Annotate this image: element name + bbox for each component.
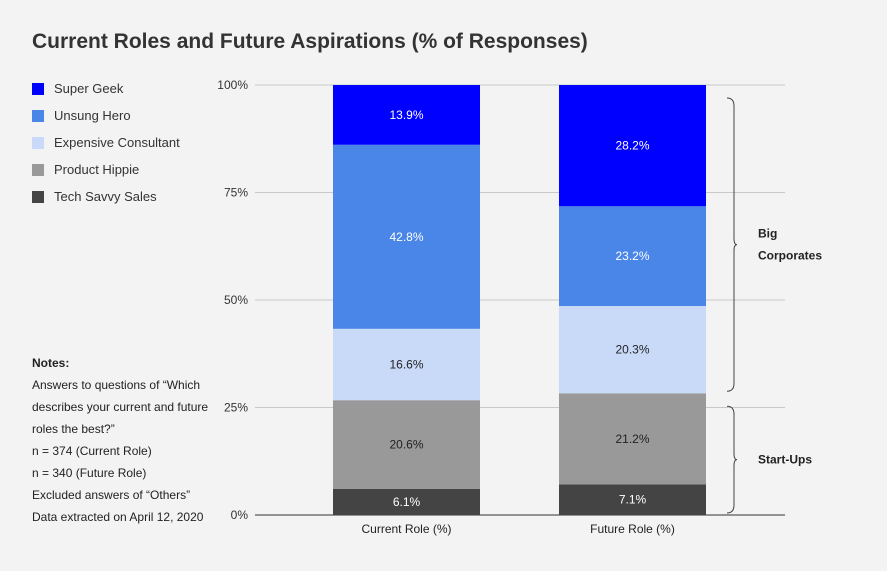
data-label: 28.2% — [615, 139, 649, 153]
big-corporates-label: Big — [758, 227, 777, 241]
legend: Super Geek Unsung Hero Expensive Consult… — [32, 75, 180, 210]
legend-item-super-geek: Super Geek — [32, 75, 180, 102]
bar-segment — [559, 85, 706, 207]
y-tick-label: 50% — [224, 293, 248, 307]
legend-swatch — [32, 190, 44, 203]
bar-segment — [559, 484, 706, 515]
bar-segment — [333, 328, 480, 401]
data-label: 42.8% — [389, 230, 423, 244]
start-ups-label: Start-Ups — [758, 453, 812, 467]
data-label: 20.3% — [615, 343, 649, 357]
legend-item-unsung-hero: Unsung Hero — [32, 102, 180, 129]
chart-title: Current Roles and Future Aspirations (% … — [32, 30, 588, 53]
notes-line: Data extracted on April 12, 2020 — [32, 510, 204, 524]
legend-item-expensive-consultant: Expensive Consultant — [32, 129, 180, 156]
x-category-label: Future Role (%) — [590, 522, 675, 536]
data-label: 23.2% — [615, 249, 649, 263]
notes-line: n = 374 (Current Role) — [32, 444, 152, 458]
legend-label: Unsung Hero — [54, 108, 131, 123]
legend-label: Expensive Consultant — [54, 135, 180, 150]
y-tick-label: 0% — [231, 508, 249, 522]
legend-label: Product Hippie — [54, 162, 140, 177]
data-label: 21.2% — [615, 432, 649, 446]
data-label: 16.6% — [389, 358, 423, 372]
y-tick-label: 25% — [224, 401, 248, 415]
notes-heading: Notes: — [32, 356, 70, 370]
notes-block: Notes: Answers to questions of “Which de… — [32, 352, 222, 528]
legend-label: Super Geek — [54, 81, 124, 96]
data-label: 20.6% — [389, 437, 423, 451]
bar-segment — [333, 85, 480, 145]
big-corporates-label: Corporates — [758, 249, 822, 263]
bar-segment — [559, 206, 706, 307]
legend-item-product-hippie: Product Hippie — [32, 156, 180, 183]
notes-line: n = 340 (Future Role) — [32, 466, 147, 480]
notes-line: Answers to questions of “Which describes… — [32, 378, 209, 436]
bar-segment — [559, 393, 706, 485]
legend-item-tech-savvy-sales: Tech Savvy Sales — [32, 183, 180, 210]
y-tick-label: 75% — [224, 186, 248, 200]
data-label: 6.1% — [393, 495, 421, 509]
legend-swatch — [32, 136, 44, 149]
bar-segment — [333, 488, 480, 515]
bar-segment — [333, 144, 480, 329]
legend-swatch — [32, 82, 44, 95]
data-label: 7.1% — [619, 493, 647, 507]
legend-swatch — [32, 163, 44, 176]
data-label: 13.9% — [389, 108, 423, 122]
bar-segment — [559, 306, 706, 394]
notes-line: Excluded answers of “Others” — [32, 488, 191, 502]
legend-label: Tech Savvy Sales — [54, 189, 157, 204]
bar-segment — [333, 400, 480, 489]
legend-swatch — [32, 109, 44, 122]
start-ups-bracket — [726, 405, 738, 514]
y-tick-label: 100% — [217, 78, 248, 92]
x-category-label: Current Role (%) — [361, 522, 451, 536]
big-corporates-bracket — [726, 97, 738, 392]
